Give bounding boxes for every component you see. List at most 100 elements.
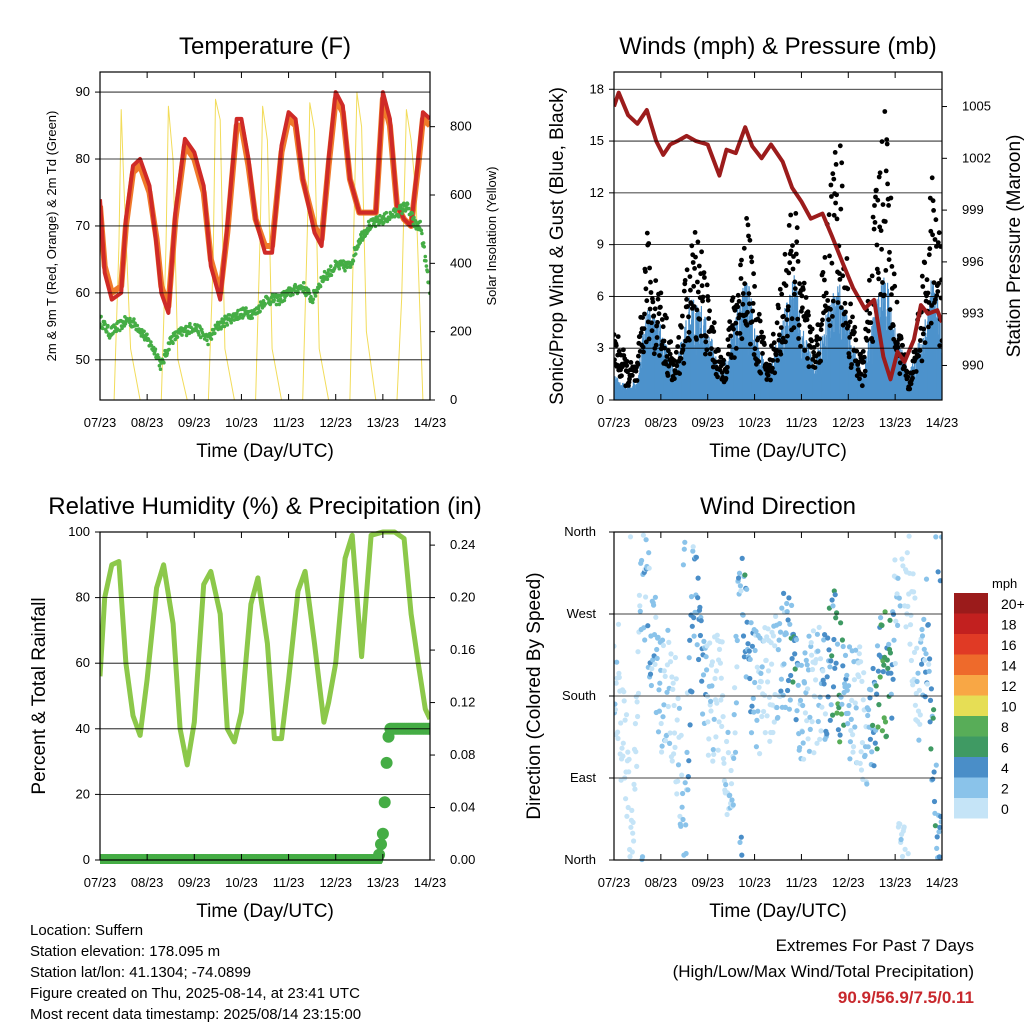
gust-point: [705, 297, 711, 303]
direction-point: [706, 736, 712, 742]
direction-point: [656, 687, 662, 693]
gust-point: [739, 257, 744, 263]
gust-point: [651, 351, 657, 357]
direction-point: [889, 715, 895, 721]
gust-point: [700, 298, 705, 304]
direction-point: [715, 747, 721, 753]
humidity-y2-tick-label: 0.00: [450, 852, 475, 867]
gust-point: [644, 230, 650, 236]
dewpoint-point: [167, 347, 171, 352]
direction-point: [629, 807, 635, 814]
winds-y2-tick-label: 999: [962, 202, 984, 217]
direction-point: [800, 702, 806, 709]
gust-point: [721, 357, 726, 363]
direction-point: [911, 589, 917, 595]
direction-point: [710, 747, 716, 753]
direction-point: [678, 823, 684, 829]
direction-point: [669, 674, 675, 680]
gust-point: [741, 245, 747, 251]
direction-point: [901, 824, 907, 830]
direction-point: [824, 674, 830, 680]
direction-point: [906, 533, 912, 539]
direction-point: [712, 675, 718, 682]
gust-point: [782, 251, 788, 257]
precipitation-point: [375, 838, 387, 851]
gust-point: [795, 259, 801, 264]
humidity-x-tick-label: 07/23: [84, 875, 117, 890]
direction-point: [761, 692, 768, 698]
direction-point: [697, 604, 703, 610]
direction-point: [864, 781, 870, 787]
station-info: Location: Suffern Station elevation: 178…: [30, 920, 361, 1025]
direction-y-tick-label: East: [570, 770, 596, 785]
direction-point: [765, 668, 772, 674]
legend-swatch: [954, 736, 988, 757]
direction-point: [910, 571, 916, 577]
direction-point: [620, 740, 626, 746]
winds-x-tick-label: 13/23: [879, 415, 912, 430]
direction-point: [874, 691, 880, 697]
gust-point: [740, 301, 746, 307]
gust-point: [657, 353, 662, 358]
gust-point: [803, 295, 809, 300]
direction-point: [857, 760, 863, 767]
direction-title: Wind Direction: [700, 493, 856, 520]
gust-point: [929, 175, 935, 181]
direction-x-tick-label: 07/23: [598, 875, 631, 890]
direction-point: [716, 719, 722, 725]
gust-point: [838, 206, 844, 212]
direction-point: [690, 548, 696, 554]
gust-point: [769, 343, 774, 349]
gust-point: [695, 289, 701, 295]
direction-point: [867, 736, 874, 742]
gust-point: [644, 298, 650, 304]
legend-label: 10: [1001, 699, 1017, 715]
direction-point: [637, 608, 643, 615]
direction-point: [922, 657, 928, 663]
dewpoint-point: [421, 241, 426, 245]
direction-point: [805, 686, 811, 692]
dewpoint-point: [329, 264, 333, 269]
gust-point: [703, 351, 708, 357]
gust-point: [699, 283, 705, 289]
gust-point: [667, 351, 673, 357]
direction-point: [932, 823, 939, 829]
direction-point: [844, 687, 850, 693]
gust-point: [758, 370, 764, 376]
humidity-y2-tick-label: 0.04: [450, 800, 475, 815]
direction-y-tick-label: South: [562, 688, 596, 703]
direction-point: [678, 732, 684, 738]
dewpoint-point: [198, 335, 203, 340]
gust-point: [793, 251, 799, 257]
direction-point: [635, 649, 641, 655]
gust-point: [930, 232, 935, 238]
temperature-panel: 50 60 70 80 90 0 200 400 600 800 2m & 9m T (Red, O…: [44, 33, 499, 462]
gust-point: [936, 230, 942, 236]
gust-point: [818, 358, 823, 364]
gust-point: [887, 307, 893, 312]
dewpoint-point: [425, 269, 430, 274]
direction-point: [742, 572, 748, 578]
direction-point: [679, 772, 685, 778]
direction-point: [935, 569, 941, 575]
temperature-x-tick-label: 14/23: [414, 415, 447, 430]
direction-point: [788, 672, 794, 679]
direction-point: [916, 737, 922, 743]
direction-point: [754, 664, 760, 670]
gust-point: [672, 376, 677, 382]
gust-point: [676, 335, 682, 340]
direction-point: [676, 705, 683, 711]
temperature-y2-axis-label: Solar Insolation (Yellow): [484, 167, 499, 306]
direction-point: [794, 708, 800, 714]
gust-point: [938, 244, 942, 249]
direction-point: [937, 824, 942, 830]
legend-swatch: [954, 695, 988, 716]
direction-point: [765, 679, 771, 685]
gust-point: [839, 160, 845, 166]
direction-point: [753, 744, 760, 750]
winds-y-axis-label: Sonic/Prop Wind & Gust (Blue, Black): [547, 87, 568, 405]
dewpoint-point: [420, 231, 424, 236]
direction-point: [642, 637, 648, 643]
direction-point: [831, 636, 837, 643]
